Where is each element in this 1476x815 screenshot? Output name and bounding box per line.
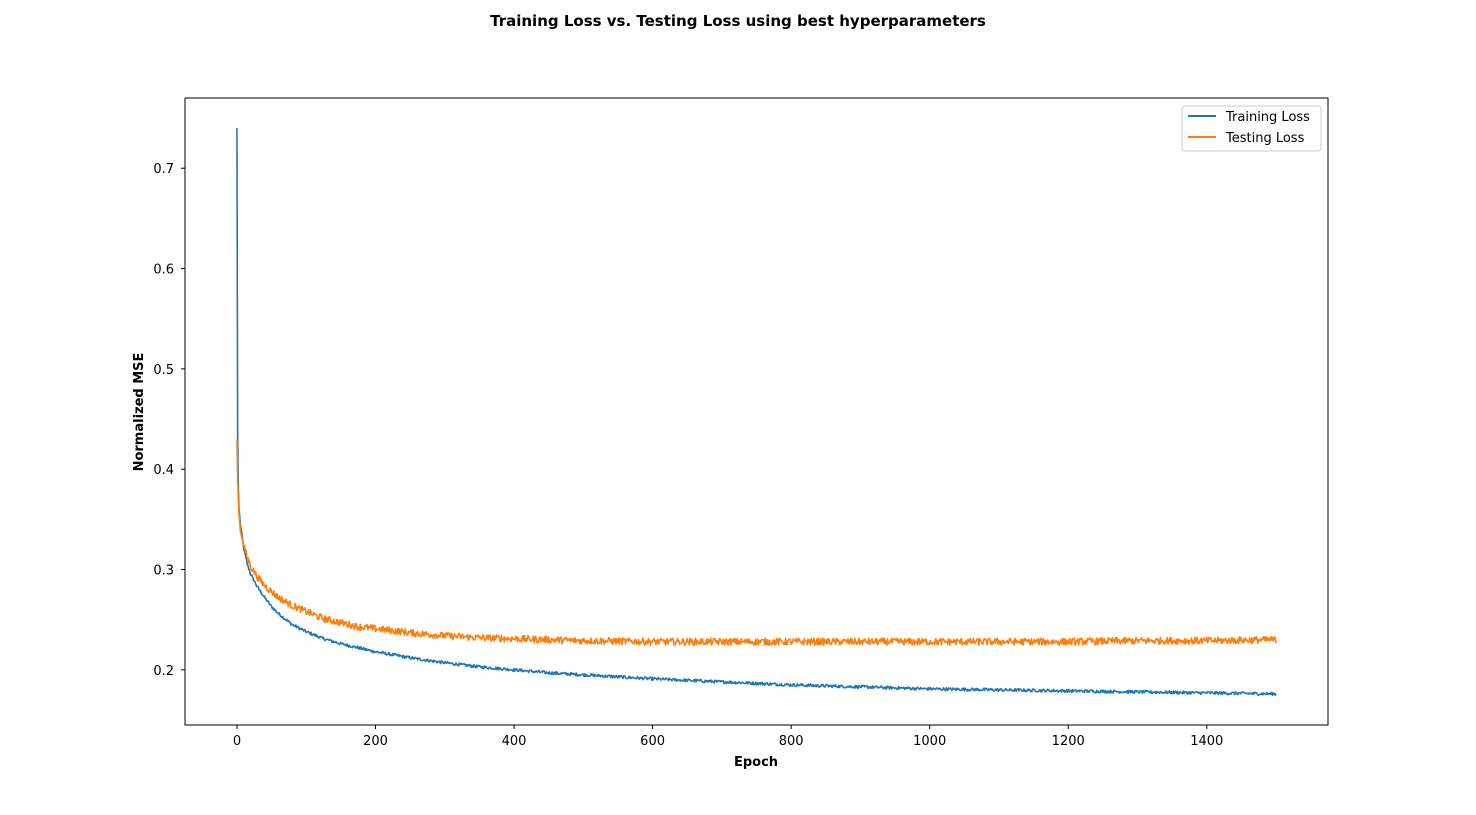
y-axis-label: Normalized MSE	[132, 353, 147, 472]
y-tick-label: 0.4	[153, 463, 174, 478]
x-tick-label: 1000	[913, 734, 946, 749]
legend-box	[1181, 105, 1322, 152]
x-axis-label: Epoch	[734, 755, 778, 770]
chart-title: Training Loss vs. Testing Loss using bes…	[490, 12, 986, 30]
series-line-training-loss	[236, 128, 1277, 697]
x-tick-label: 800	[779, 734, 804, 749]
y-tick-label: 0.7	[153, 162, 174, 177]
x-tick-label: 400	[502, 734, 527, 749]
y-tick-label: 0.3	[153, 564, 174, 579]
x-axis-ticks: 0 200 400 600 800 1000 1200 1400	[233, 725, 1223, 749]
series-layer	[236, 128, 1277, 697]
y-tick-label: 0.6	[153, 263, 174, 278]
plot-frame	[184, 97, 1329, 726]
legend-label-training-loss: Training Loss	[1225, 110, 1310, 125]
x-tick-label: 600	[640, 734, 665, 749]
x-tick-label: 1400	[1190, 734, 1223, 749]
y-axis-ticks: 0.2 0.3 0.4 0.5 0.6 0.7	[153, 162, 185, 679]
legend: Training Loss Testing Loss	[1181, 105, 1322, 152]
y-tick-label: 0.2	[153, 664, 174, 679]
y-tick-label: 0.5	[153, 363, 174, 378]
legend-label-testing-loss: Testing Loss	[1225, 131, 1305, 146]
x-tick-label: 0	[233, 734, 241, 749]
x-tick-label: 1200	[1052, 734, 1085, 749]
series-line-testing-loss	[236, 439, 1277, 647]
x-tick-label: 200	[363, 734, 388, 749]
